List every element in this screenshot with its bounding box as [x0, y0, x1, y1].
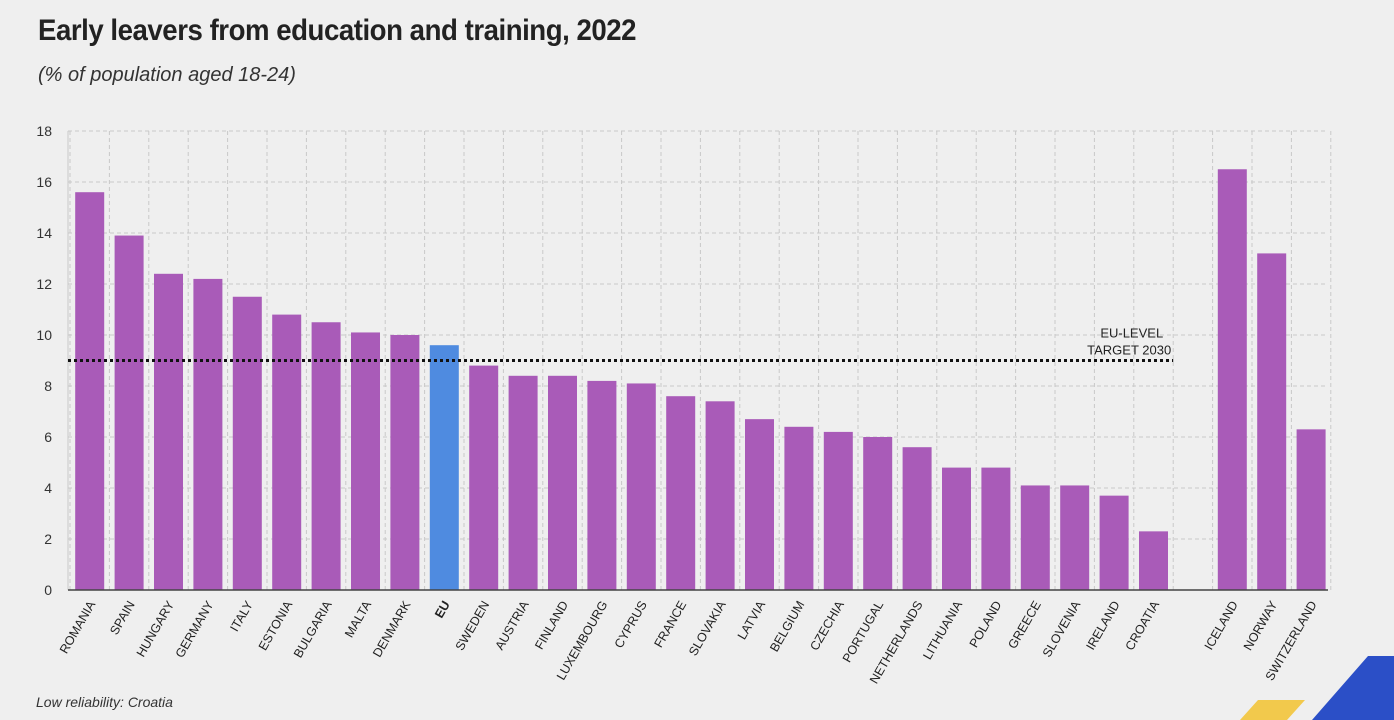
bar-lithuania — [942, 467, 971, 590]
y-tick-label: 14 — [36, 225, 52, 241]
x-tick-label: LITHUANIA — [920, 598, 965, 662]
bar-hungary — [154, 273, 183, 590]
x-tick-label: ROMANIA — [57, 598, 99, 656]
bar-netherlands — [902, 447, 932, 590]
chart-title: Early leavers from education and trainin… — [38, 14, 637, 47]
x-tick-label: NORWAY — [1241, 598, 1281, 653]
bar-czechia — [823, 431, 853, 590]
bar-eu — [429, 345, 459, 590]
bar-slovakia — [705, 401, 735, 590]
target-label-line1: EU-LEVEL — [1100, 326, 1163, 341]
bar-latvia — [745, 419, 774, 590]
x-tick-label: FINLAND — [532, 599, 571, 652]
y-tick-label: 10 — [36, 327, 52, 343]
y-tick-label: 2 — [44, 531, 52, 547]
x-tick-label: MALTA — [342, 598, 374, 640]
x-tick-label: IRELAND — [1083, 599, 1122, 653]
x-tick-label: CYPRUS — [612, 599, 650, 651]
x-tick-label: BELGIUM — [767, 599, 807, 655]
bar-bulgaria — [311, 322, 341, 590]
x-tick-label: GERMANY — [173, 598, 217, 660]
x-tick-label: ITALY — [227, 598, 256, 634]
x-tick-label: SPAIN — [107, 599, 137, 638]
bar-estonia — [272, 314, 302, 590]
bar-austria — [508, 375, 538, 590]
x-tick-label: POLAND — [967, 599, 1005, 651]
bar-romania — [75, 192, 105, 590]
y-tick-label: 0 — [44, 582, 52, 598]
x-tick-label: GREECE — [1005, 599, 1044, 652]
y-tick-label: 16 — [36, 174, 52, 190]
y-tick-label: 4 — [44, 480, 52, 496]
y-tick-label: 12 — [36, 276, 52, 292]
bar-cyprus — [626, 383, 656, 590]
bar-luxembourg — [587, 380, 617, 590]
x-tick-label: CZECHIA — [807, 598, 847, 653]
x-tick-label: ICELAND — [1202, 599, 1241, 653]
bar-croatia — [1139, 531, 1168, 590]
x-tick-label: ESTONIA — [256, 598, 296, 653]
bar-sweden — [469, 365, 499, 590]
x-tick-label: CROATIA — [1123, 598, 1163, 653]
bar-portugal — [863, 437, 893, 590]
bar-ireland — [1099, 495, 1129, 590]
x-tick-label: SLOVAKIA — [686, 598, 729, 658]
x-tick-label: LATVIA — [735, 598, 769, 642]
bar-france — [666, 396, 696, 590]
bar-italy — [232, 296, 262, 590]
y-tick-label: 6 — [44, 429, 52, 445]
x-tick-label: PORTUGAL — [840, 598, 886, 664]
y-tick-label: 18 — [36, 123, 52, 139]
bar-germany — [193, 278, 223, 590]
bar-belgium — [784, 426, 814, 590]
bar-norway — [1257, 253, 1287, 590]
x-tick-label: HUNGARY — [134, 598, 178, 660]
bar-denmark — [390, 335, 420, 590]
bar-iceland — [1217, 169, 1247, 590]
bar-spain — [114, 235, 144, 591]
bar-poland — [981, 467, 1011, 590]
bar-slovenia — [1060, 485, 1090, 590]
x-tick-label: AUSTRIA — [492, 598, 532, 652]
x-tick-label: EU — [432, 599, 453, 621]
x-tick-label: SLOVENIA — [1040, 598, 1084, 660]
chart-subtitle: (% of population aged 18-24) — [38, 64, 296, 86]
bar-switzerland — [1296, 429, 1326, 590]
bar-finland — [548, 375, 577, 590]
target-label-line2: TARGET 2030 — [1087, 343, 1171, 358]
bar-malta — [351, 332, 380, 590]
y-tick-label: 8 — [44, 378, 52, 394]
x-tick-label: BULGARIA — [291, 598, 335, 660]
footnote: Low reliability: Croatia — [36, 694, 173, 710]
x-tick-label: SWEDEN — [453, 599, 493, 654]
bar-greece — [1020, 485, 1050, 590]
x-tick-label: FRANCE — [651, 599, 689, 651]
x-tick-label: DENMARK — [370, 598, 414, 660]
